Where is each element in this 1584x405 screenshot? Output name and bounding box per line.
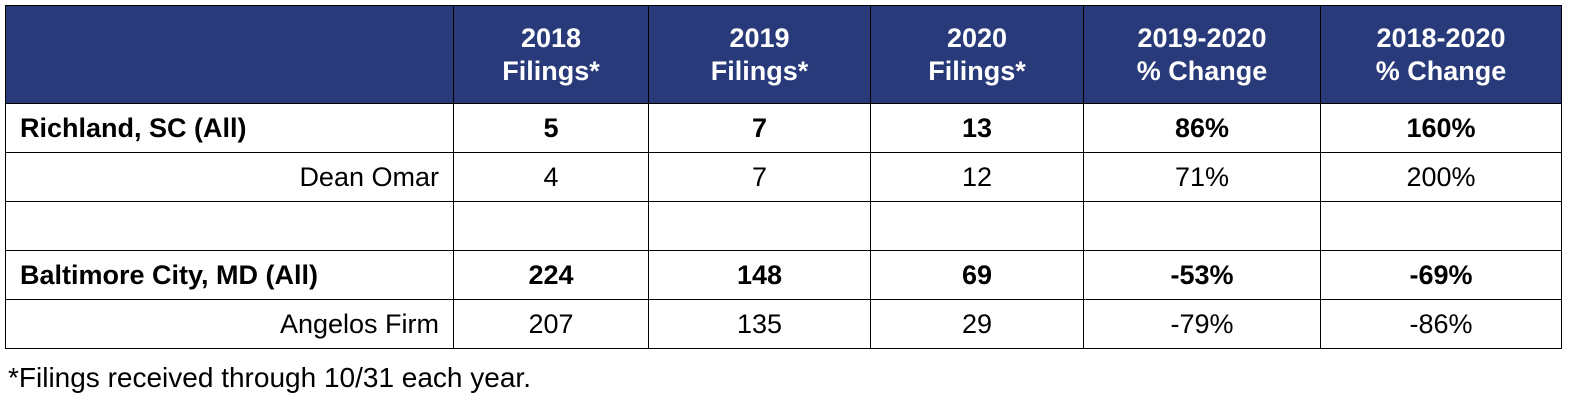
cell: 4 — [453, 152, 649, 202]
header-cell: 2018 Filings* — [453, 5, 649, 104]
filings-table: 2018 Filings* 2019 Filings* 2020 Filings* 2019… — [5, 5, 1562, 349]
cell: 7 — [648, 103, 871, 153]
cell: 148 — [648, 250, 871, 300]
cell: -79% — [1083, 299, 1321, 349]
row: Baltimore City, MD (All) 224 148 69 -53% -69% — [5, 250, 1562, 300]
cell: 13 — [870, 103, 1084, 153]
cell: 7 — [648, 152, 871, 202]
cell: 12 — [870, 152, 1084, 202]
row: Dean Omar 4 7 12 71% 200% — [5, 152, 1562, 202]
row: Angelos Firm 207 135 29 -79% -86% — [5, 299, 1562, 349]
blank-row — [5, 201, 1562, 251]
cell — [5, 201, 454, 251]
cell: 5 — [453, 103, 649, 153]
cell: 224 — [453, 250, 649, 300]
header-cell — [5, 5, 454, 104]
header-row: 2018 Filings* 2019 Filings* 2020 Filings* 2019… — [5, 5, 1562, 104]
cell: 135 — [648, 299, 871, 349]
cell: 160% — [1320, 103, 1562, 153]
cell — [1320, 201, 1562, 251]
cell: 69 — [870, 250, 1084, 300]
header-line: % Change — [1136, 55, 1268, 86]
row: Richland, SC (All) 5 7 13 86% 160% — [5, 103, 1562, 153]
cell — [648, 201, 871, 251]
cell — [1083, 201, 1321, 251]
cell: -53% — [1083, 250, 1321, 300]
cell: -86% — [1320, 299, 1562, 349]
header-line: 2019 — [729, 22, 790, 53]
cell: 86% — [1083, 103, 1321, 153]
cell — [870, 201, 1084, 251]
cell: 200% — [1320, 152, 1562, 202]
footnote: *Filings received through 10/31 each yea… — [8, 362, 531, 393]
header-cell: 2019-2020% Change — [1083, 5, 1321, 104]
header-line: Filings* — [710, 55, 809, 86]
header-line: % Change — [1375, 55, 1507, 86]
header-line: 2018 — [520, 22, 582, 53]
header-line: Filings* — [502, 55, 600, 86]
header-line: 2019-2020 — [1137, 22, 1267, 53]
cell: 71% — [1083, 152, 1321, 202]
header-cell: 2018-2020% Change — [1320, 5, 1562, 104]
cell — [453, 201, 649, 251]
row-label: Angelos Firm — [5, 299, 454, 349]
header-line: Filings* — [928, 55, 1026, 86]
cell: 207 — [453, 299, 649, 349]
header-cell: 2019 Filings* — [648, 5, 871, 104]
header-cell: 2020 Filings* — [870, 5, 1084, 104]
row-label: Richland, SC (All) — [5, 103, 454, 153]
row-label: Dean Omar — [5, 152, 454, 202]
header-line: 2018-2020 — [1376, 22, 1506, 53]
cell: -69% — [1320, 250, 1562, 300]
header-line: 2020 — [946, 22, 1008, 53]
row-label: Baltimore City, MD (All) — [5, 250, 454, 300]
cell: 29 — [870, 299, 1084, 349]
